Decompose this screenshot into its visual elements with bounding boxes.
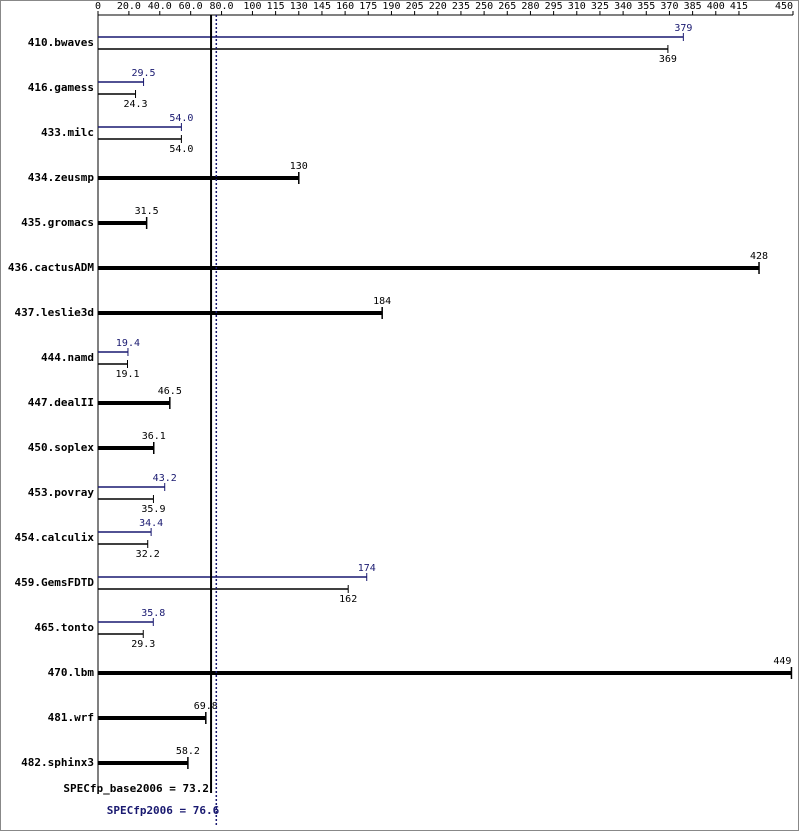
category-label: 410.bwaves bbox=[28, 36, 94, 49]
category-label: 482.sphinx3 bbox=[21, 756, 94, 769]
value-label: 19.4 bbox=[116, 338, 140, 349]
x-tick-label: 175 bbox=[359, 1, 377, 12]
value-label: 54.0 bbox=[169, 144, 193, 155]
value-label: 35.9 bbox=[141, 504, 165, 515]
x-tick-label: 415 bbox=[730, 1, 748, 12]
value-label: 69.8 bbox=[194, 701, 218, 712]
value-label: 34.4 bbox=[139, 518, 163, 529]
x-tick-label: 355 bbox=[637, 1, 655, 12]
x-tick-label: 235 bbox=[452, 1, 470, 12]
reference-label: SPECfp2006 = 76.6 bbox=[107, 804, 220, 817]
category-label: 436.cactusADM bbox=[8, 261, 94, 274]
category-label: 453.povray bbox=[28, 486, 95, 499]
x-tick-label: 80.0 bbox=[210, 1, 234, 12]
x-tick-label: 310 bbox=[568, 1, 586, 12]
category-label: 444.namd bbox=[41, 351, 94, 364]
x-tick-label: 325 bbox=[591, 1, 609, 12]
x-tick-label: 400 bbox=[707, 1, 725, 12]
value-label: 162 bbox=[339, 594, 357, 605]
value-label: 46.5 bbox=[158, 386, 182, 397]
x-tick-label: 340 bbox=[614, 1, 632, 12]
x-tick-label: 100 bbox=[243, 1, 261, 12]
value-label: 58.2 bbox=[176, 746, 200, 757]
category-label: 459.GemsFDTD bbox=[15, 576, 95, 589]
x-tick-label: 190 bbox=[382, 1, 400, 12]
x-tick-label: 60.0 bbox=[179, 1, 203, 12]
x-tick-label: 130 bbox=[290, 1, 308, 12]
value-label: 35.8 bbox=[141, 608, 165, 619]
category-label: 481.wrf bbox=[48, 711, 94, 724]
x-tick-label: 220 bbox=[429, 1, 447, 12]
value-label: 19.1 bbox=[115, 369, 139, 380]
value-label: 24.3 bbox=[123, 99, 147, 110]
category-label: 433.milc bbox=[41, 126, 94, 139]
x-tick-label: 370 bbox=[660, 1, 678, 12]
value-label: 174 bbox=[358, 563, 376, 574]
value-label: 369 bbox=[659, 54, 677, 65]
x-tick-label: 385 bbox=[684, 1, 702, 12]
category-label: 435.gromacs bbox=[21, 216, 94, 229]
value-label: 54.0 bbox=[169, 113, 193, 124]
value-label: 379 bbox=[674, 23, 692, 34]
value-label: 449 bbox=[773, 656, 791, 667]
x-tick-label: 20.0 bbox=[117, 1, 141, 12]
value-label: 29.5 bbox=[132, 68, 156, 79]
category-label: 465.tonto bbox=[34, 621, 94, 634]
value-label: 36.1 bbox=[142, 431, 166, 442]
x-tick-label: 250 bbox=[475, 1, 493, 12]
value-label: 32.2 bbox=[136, 549, 160, 560]
x-tick-label: 115 bbox=[267, 1, 285, 12]
category-label: 434.zeusmp bbox=[28, 171, 95, 184]
category-label: 450.soplex bbox=[28, 441, 95, 454]
x-tick-label: 40.0 bbox=[148, 1, 172, 12]
x-tick-label: 205 bbox=[406, 1, 424, 12]
category-label: 416.gamess bbox=[28, 81, 94, 94]
value-label: 29.3 bbox=[131, 639, 155, 650]
value-label: 428 bbox=[750, 251, 768, 262]
value-label: 184 bbox=[373, 296, 391, 307]
value-label: 31.5 bbox=[135, 206, 159, 217]
x-tick-label: 265 bbox=[498, 1, 516, 12]
category-label: 437.leslie3d bbox=[15, 306, 94, 319]
x-tick-label: 145 bbox=[313, 1, 331, 12]
x-tick-label: 295 bbox=[545, 1, 563, 12]
value-label: 43.2 bbox=[153, 473, 177, 484]
category-label: 454.calculix bbox=[15, 531, 95, 544]
x-tick-label: 450 bbox=[775, 1, 793, 12]
x-tick-label: 280 bbox=[521, 1, 539, 12]
category-label: 470.lbm bbox=[48, 666, 95, 679]
category-label: 447.dealII bbox=[28, 396, 94, 409]
reference-label: SPECfp_base2006 = 73.2 bbox=[63, 782, 209, 795]
x-tick-label: 160 bbox=[336, 1, 354, 12]
x-tick-label: 0 bbox=[95, 1, 101, 12]
value-label: 130 bbox=[290, 161, 308, 172]
